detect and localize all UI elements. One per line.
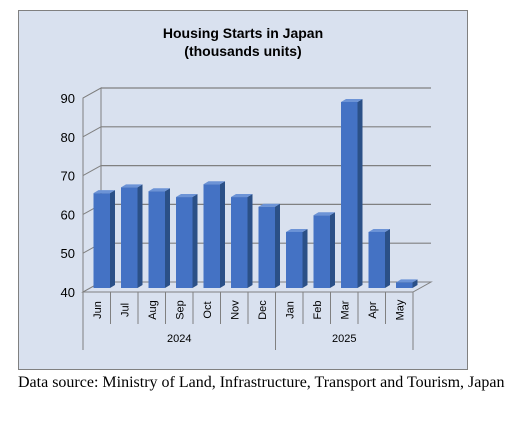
bar-nov [231, 194, 253, 288]
x-tick-label-feb: Feb [312, 301, 324, 320]
group-label-2025: 2025 [332, 333, 356, 345]
bar-top-11 [396, 279, 418, 283]
bar-top-10 [368, 228, 390, 232]
x-tick-label-apr: Apr [367, 301, 379, 318]
group-label-2024: 2024 [167, 333, 191, 345]
bar-top-4 [203, 181, 225, 185]
bar-mar [341, 99, 363, 288]
source-note: Data source: Ministry of Land, Infrastru… [18, 374, 505, 391]
bars [93, 99, 418, 288]
x-tick-label-jun: Jun [92, 301, 104, 319]
bar-apr [368, 228, 390, 288]
housing-starts-chart: Housing Starts in Japan (thousands units… [18, 10, 468, 370]
bar-side-1 [137, 184, 143, 288]
gridline-diagonal-4 [82, 126, 102, 138]
bar-front-5 [231, 197, 248, 288]
y-tick-label-3: 70 [61, 169, 75, 184]
bar-side-6 [275, 203, 280, 288]
bar-side-9 [357, 99, 363, 288]
bar-oct [203, 181, 225, 288]
bar-feb [313, 212, 335, 288]
bar-side-3 [192, 194, 198, 288]
bar-front-9 [341, 102, 358, 288]
bar-front-11 [396, 282, 413, 288]
bar-front-7 [286, 231, 303, 288]
bar-side-10 [385, 228, 390, 288]
x-tick-label-may: May [394, 299, 406, 320]
bar-front-0 [93, 193, 110, 288]
bar-dec [258, 203, 280, 288]
y-tick-label-5: 90 [61, 91, 75, 106]
chart-background [18, 10, 468, 370]
bar-may [396, 279, 418, 288]
bar-top-1 [121, 184, 143, 188]
chart-title-line-2: (thousands units) [184, 43, 301, 59]
x-tick-label-oct: Oct [202, 301, 214, 318]
bar-side-5 [247, 194, 253, 288]
x-tick-label-jan: Jan [284, 301, 296, 319]
y-tick-label-1: 50 [61, 246, 75, 261]
bar-front-4 [203, 184, 220, 288]
bar-side-4 [220, 181, 225, 288]
bar-aug [148, 188, 170, 288]
bar-top-0 [93, 190, 115, 194]
bar-top-2 [148, 188, 170, 192]
bar-jul [121, 184, 143, 288]
gridline-diagonal-5 [82, 87, 102, 99]
bar-front-3 [176, 197, 193, 288]
bar-jun [93, 190, 115, 288]
axes: 40 50 60 70 80 90 Jun Jul Aug Sep Oct Nov Dec Jan Feb M… [61, 91, 414, 350]
y-tick-label-2: 60 [61, 207, 75, 222]
y-tick-label-4: 80 [61, 130, 75, 145]
x-tick-label-mar: Mar [339, 300, 351, 319]
bar-side-2 [165, 188, 170, 288]
bar-top-7 [286, 228, 308, 232]
gridline-diagonal-3 [82, 165, 102, 177]
bar-side-7 [302, 228, 308, 288]
x-tick-label-nov: Nov [229, 300, 241, 320]
bar-jan [286, 228, 308, 288]
bar-top-6 [258, 203, 280, 207]
bar-front-8 [313, 215, 330, 288]
bar-front-6 [258, 206, 275, 288]
chart-area: Housing Starts in Japan (thousands units… [18, 10, 468, 370]
bar-side-11 [412, 279, 418, 288]
x-tick-label-sep: Sep [174, 300, 186, 320]
bar-side-8 [330, 212, 335, 288]
chart-title-line-1: Housing Starts in Japan [163, 25, 323, 41]
bar-front-2 [148, 191, 165, 288]
x-tick-label-jul: Jul [119, 303, 131, 317]
y-tick-label-0: 40 [61, 285, 75, 300]
bar-top-3 [176, 194, 198, 198]
x-tick-label-aug: Aug [147, 300, 159, 320]
bar-front-1 [121, 187, 138, 288]
bar-top-8 [313, 212, 335, 216]
x-tick-label-dec: Dec [257, 300, 269, 320]
bar-sep [176, 194, 198, 288]
bar-top-5 [231, 194, 253, 198]
bar-side-0 [110, 190, 115, 288]
bar-front-10 [368, 231, 385, 288]
bar-top-9 [341, 99, 363, 102]
